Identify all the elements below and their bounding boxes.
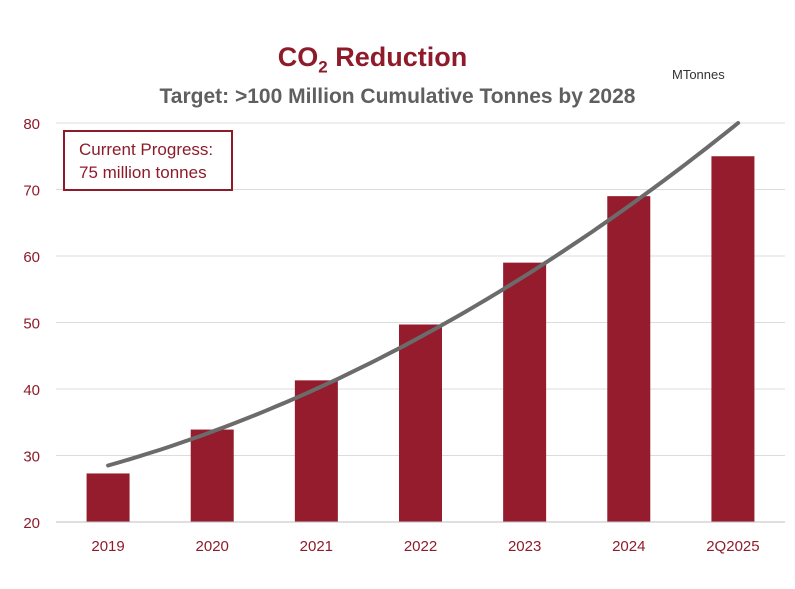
x-tick-label: 2020	[196, 538, 229, 555]
x-tick-label: 2022	[404, 538, 437, 555]
x-tick-label: 2024	[612, 538, 645, 555]
trend-line	[106, 121, 741, 468]
callout-line-1: Current Progress:	[79, 140, 214, 159]
y-tick-label: 50	[23, 316, 40, 333]
y-tick-label: 70	[23, 183, 40, 200]
bar	[607, 196, 651, 522]
x-tick-label: 2019	[91, 538, 124, 555]
bar	[503, 262, 547, 522]
title-reduction: Reduction	[327, 42, 468, 72]
y-tick-label: 80	[23, 116, 40, 133]
callout-line-2: 75 million tonnes	[79, 163, 207, 182]
units-label: MTonnes	[672, 67, 725, 82]
chart-title: CO2 Reduction	[0, 42, 745, 77]
bar	[294, 380, 338, 522]
axes: 20 30 40 50 60 70 80 2019 2020 2021 2022 2023 2024 2Q…	[23, 116, 785, 555]
y-tick-label: 20	[23, 515, 40, 532]
bar	[711, 156, 755, 522]
current-progress-callout: Current Progress: 75 million tonnes	[63, 130, 233, 191]
x-tick-label: 2Q2025	[706, 538, 759, 555]
y-tick-label: 40	[23, 382, 40, 399]
chart-subtitle: Target: >100 Million Cumulative Tonnes b…	[159, 85, 636, 108]
title-co: CO	[277, 42, 319, 72]
trend-line-group	[106, 121, 741, 468]
title-subscript: 2	[318, 57, 328, 77]
bar	[190, 429, 234, 522]
y-tick-label: 60	[23, 249, 40, 266]
y-tick-label: 30	[23, 449, 40, 466]
x-tick-label: 2023	[508, 538, 541, 555]
bar	[86, 473, 130, 522]
x-tick-label: 2021	[300, 538, 333, 555]
bar	[399, 324, 442, 522]
bars	[86, 156, 755, 522]
